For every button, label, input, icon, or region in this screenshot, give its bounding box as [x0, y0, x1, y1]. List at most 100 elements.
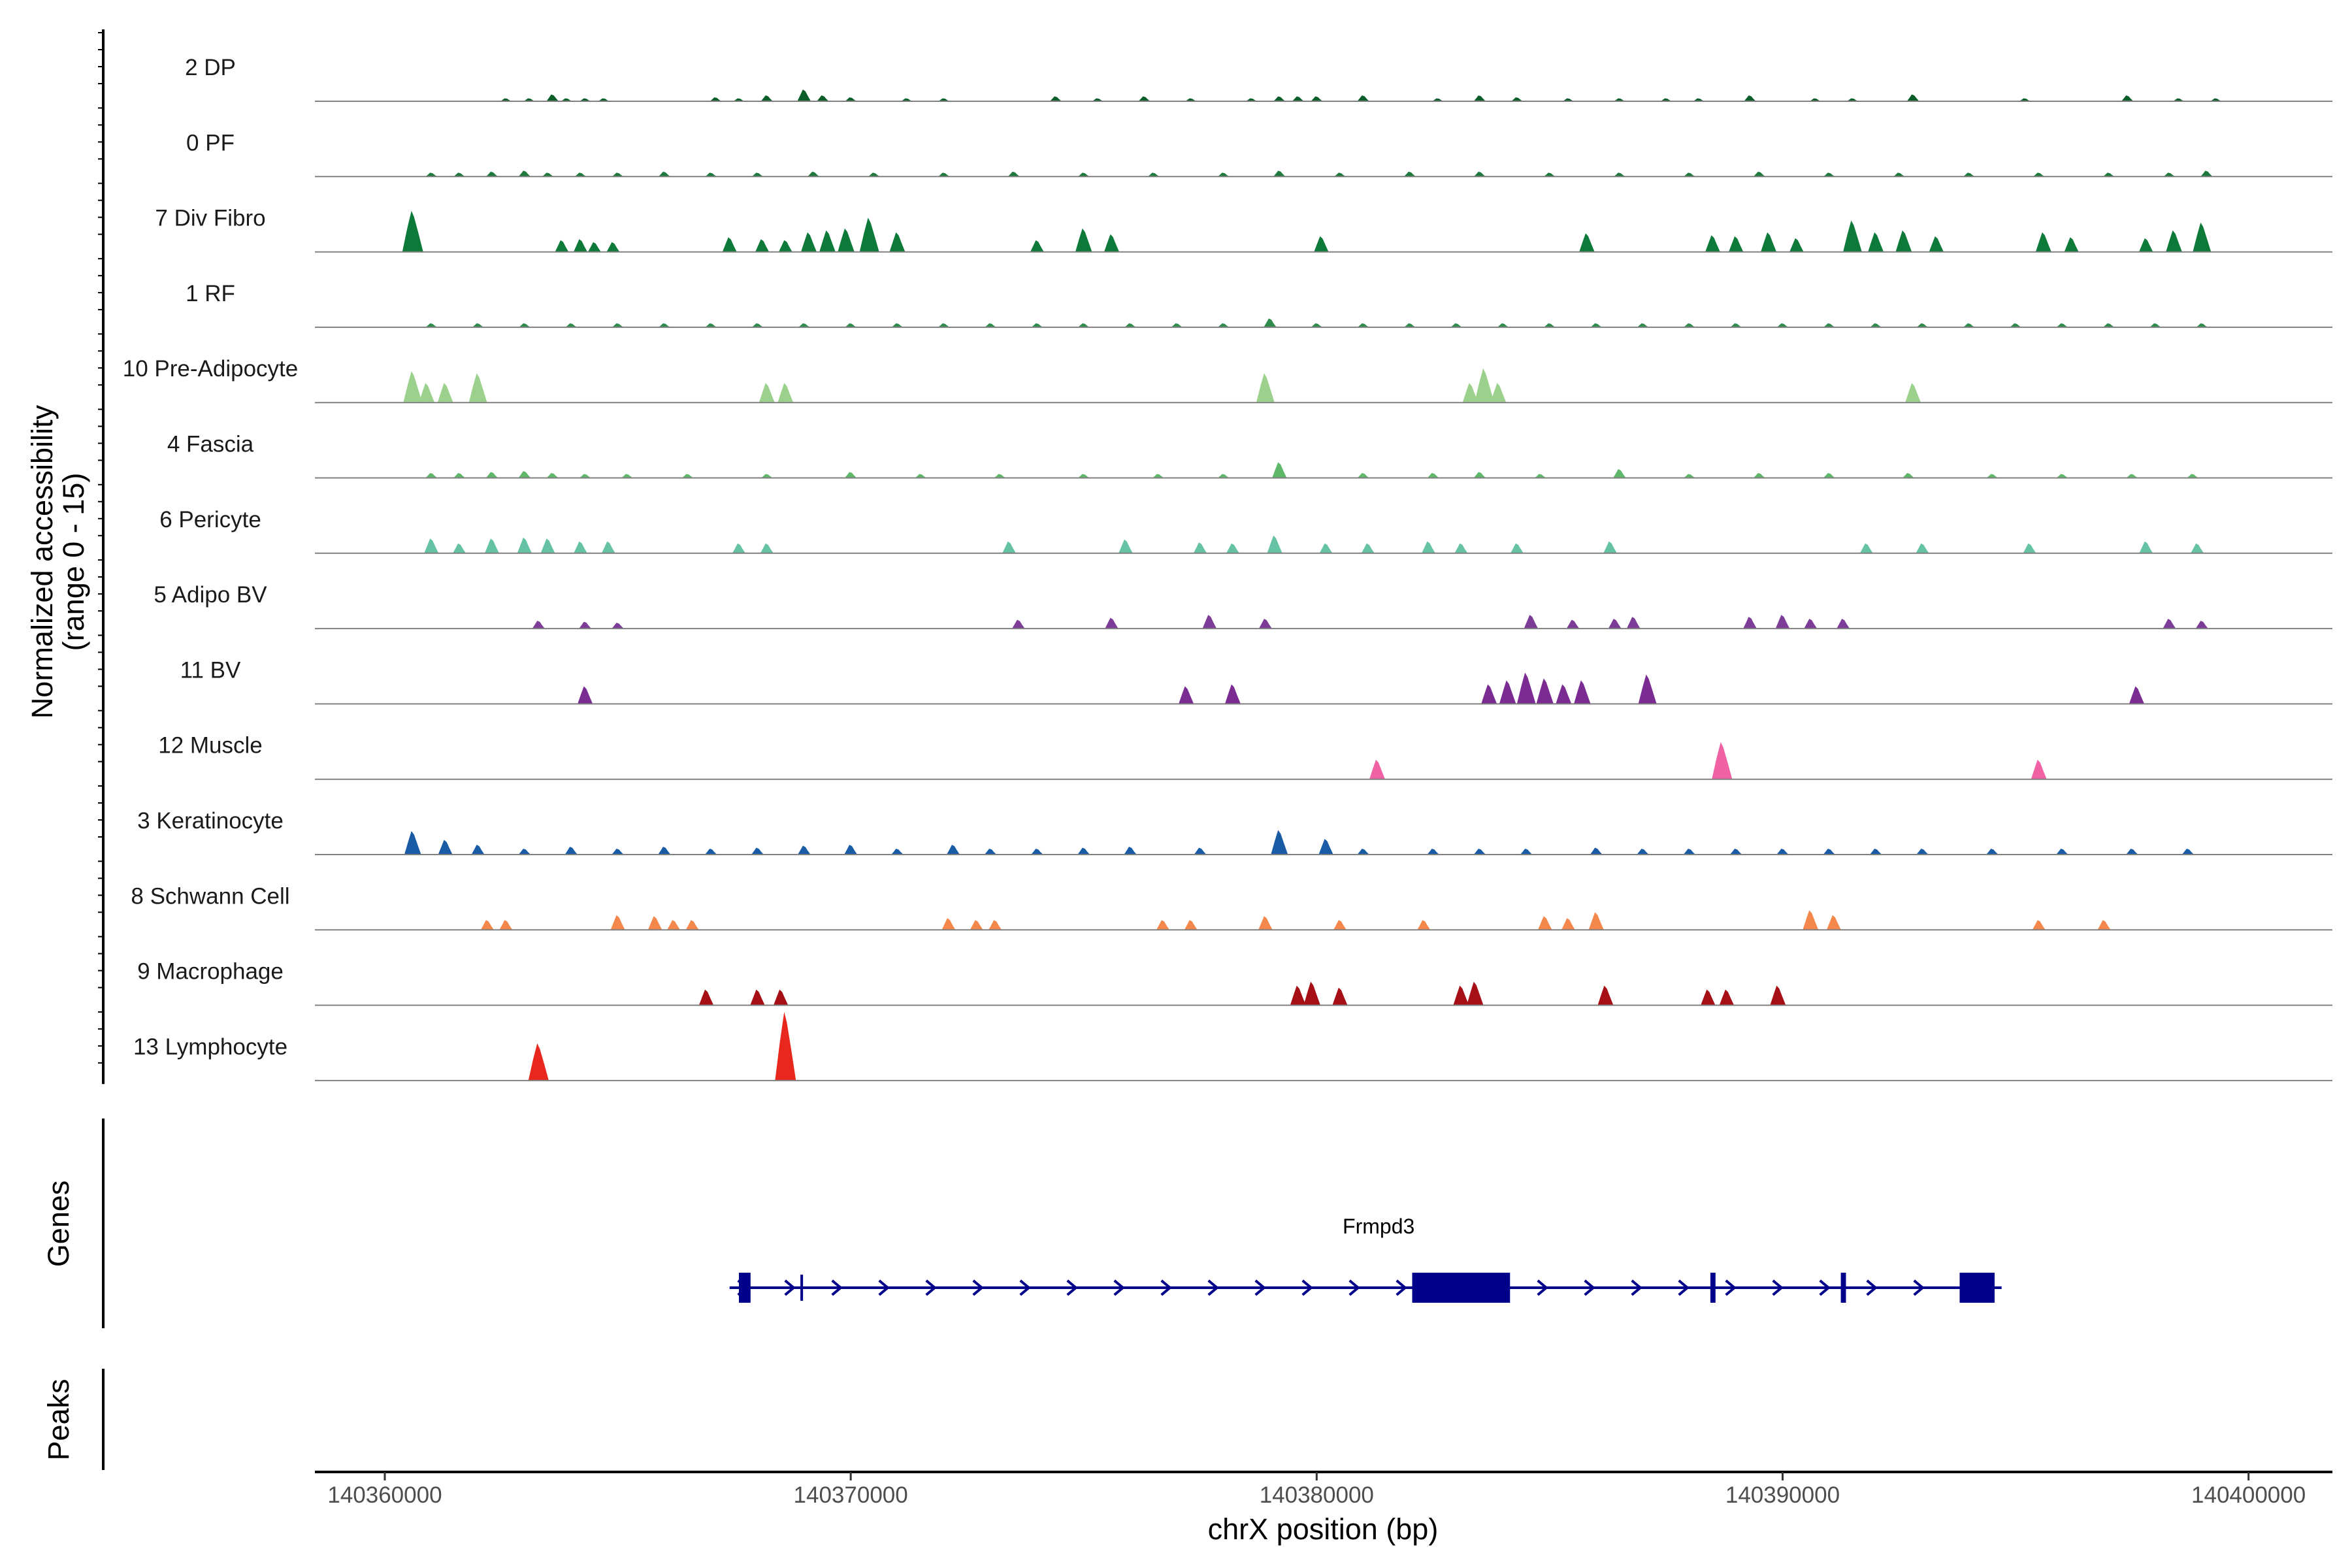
coverage-peak [868, 172, 880, 177]
coverage-peak [985, 323, 996, 327]
coverage-peak [425, 172, 438, 177]
strand-arrow [1348, 1279, 1360, 1296]
coverage-peak [518, 849, 531, 855]
gene-name-label: Frmpd3 [1343, 1215, 1414, 1238]
coverage-peak [2023, 543, 2036, 553]
strand-arrow [784, 1279, 796, 1296]
coverage-peak [453, 172, 465, 177]
coverage-peak [1556, 684, 1572, 704]
coverage-peak [1929, 236, 1944, 252]
peaks-panel: Peaks [42, 1369, 105, 1470]
coverage-peak [1092, 98, 1103, 101]
coverage-peak [621, 474, 633, 478]
coverage-peak [1334, 172, 1346, 177]
coverage-peak [1318, 839, 1333, 855]
strand-arrow [1254, 1279, 1266, 1296]
coverage-peak [1105, 617, 1119, 629]
coverage-peak [1217, 474, 1230, 478]
peaks-track-title: Peaks [42, 1379, 75, 1460]
track-label: 13 Lymphocyte [133, 1034, 287, 1060]
coverage-peak [1775, 615, 1790, 629]
coverage-peak [1179, 686, 1194, 704]
coverage-peak [606, 242, 620, 252]
track-label: 5 Adipo BV [154, 582, 267, 608]
coverage-peak [579, 474, 591, 478]
coverage-peak [1311, 96, 1323, 101]
coverage-peak [1776, 849, 1789, 855]
coverage-peak [2196, 323, 2208, 327]
coverage-peak [1846, 98, 1859, 101]
coverage-peak [1427, 473, 1439, 478]
coverage-peak [1075, 228, 1092, 252]
coverage-peak [1357, 473, 1369, 478]
coverage-peak [1590, 847, 1603, 855]
coverage-peak [1916, 543, 1929, 553]
coverage-peak [1705, 235, 1720, 252]
coverage-peak [1453, 985, 1469, 1005]
coverage-peak [1319, 543, 1333, 553]
coverage-peak [808, 171, 820, 177]
coverage-peak [1712, 742, 1733, 779]
coverage-peak [1202, 615, 1217, 629]
coverage-peak [499, 920, 513, 930]
coverage-peak [778, 240, 792, 252]
coverage-peak [1537, 916, 1552, 930]
coverage-peak [751, 172, 764, 177]
coverage-peak [798, 323, 810, 327]
coverage-peak [437, 383, 453, 403]
coverage-peak [1007, 171, 1020, 177]
coverage-peak [1417, 920, 1431, 930]
coverage-peak [438, 840, 453, 855]
track-label: 10 Pre-Adipocyte [123, 356, 298, 382]
strand-arrow [1913, 1279, 1925, 1296]
coverage-peak [685, 920, 699, 930]
coverage-peak [941, 918, 956, 930]
coverage-peak [1579, 233, 1595, 252]
coverage-peak [2031, 759, 2047, 779]
coverage-peak [722, 237, 737, 252]
track-10: 3 Keratinocyte [137, 808, 2332, 855]
coverage-peak [838, 228, 855, 252]
coverage-peak [760, 474, 773, 478]
coverage-peak [532, 621, 545, 629]
coverage-peak [1481, 684, 1497, 704]
coverage-peak [1789, 238, 1804, 252]
coverage-peak [612, 323, 624, 327]
coverage-peak [1077, 172, 1090, 177]
strand-arrow [878, 1279, 890, 1296]
coverage-peak [1473, 95, 1486, 101]
coverage-peak [546, 473, 559, 478]
track-label: 6 Pericyte [159, 507, 261, 532]
coverage-peak [1466, 981, 1484, 1005]
coverage-peak [587, 242, 601, 252]
track-3: 1 RF [186, 281, 2332, 328]
gene-model [729, 1273, 2002, 1303]
coverage-peak [1613, 469, 1626, 478]
coverage-peak [1267, 535, 1282, 553]
track-11: 8 Schwann Cell [131, 883, 2332, 931]
coverage-peak [1147, 172, 1160, 177]
coverage-peak [1683, 849, 1696, 855]
coverage-peak [1311, 323, 1323, 327]
coverage-peak [915, 474, 926, 478]
coverage-peak [1156, 920, 1169, 930]
coverage-peak [938, 323, 950, 327]
strand-arrow [1160, 1279, 1172, 1296]
coverage-peak [2064, 237, 2079, 252]
coverage-peak [485, 538, 500, 553]
coverage-peak [1770, 985, 1786, 1005]
coverage-peak [1030, 240, 1044, 252]
coverage-peak [1566, 619, 1580, 629]
coverage-peak [574, 172, 587, 177]
coverage-peak [2139, 541, 2153, 553]
coverage-peak [2035, 232, 2051, 252]
coverage-peak [1462, 383, 1478, 403]
coverage-peak [500, 98, 512, 101]
coverage-peak [1422, 541, 1435, 553]
coverage-peak [1124, 847, 1137, 855]
coverage-peak [681, 474, 694, 478]
coverage-peak [994, 474, 1006, 478]
coverage-peak [751, 847, 764, 855]
y-axis [98, 29, 105, 1085]
coverage-peak [658, 847, 671, 855]
